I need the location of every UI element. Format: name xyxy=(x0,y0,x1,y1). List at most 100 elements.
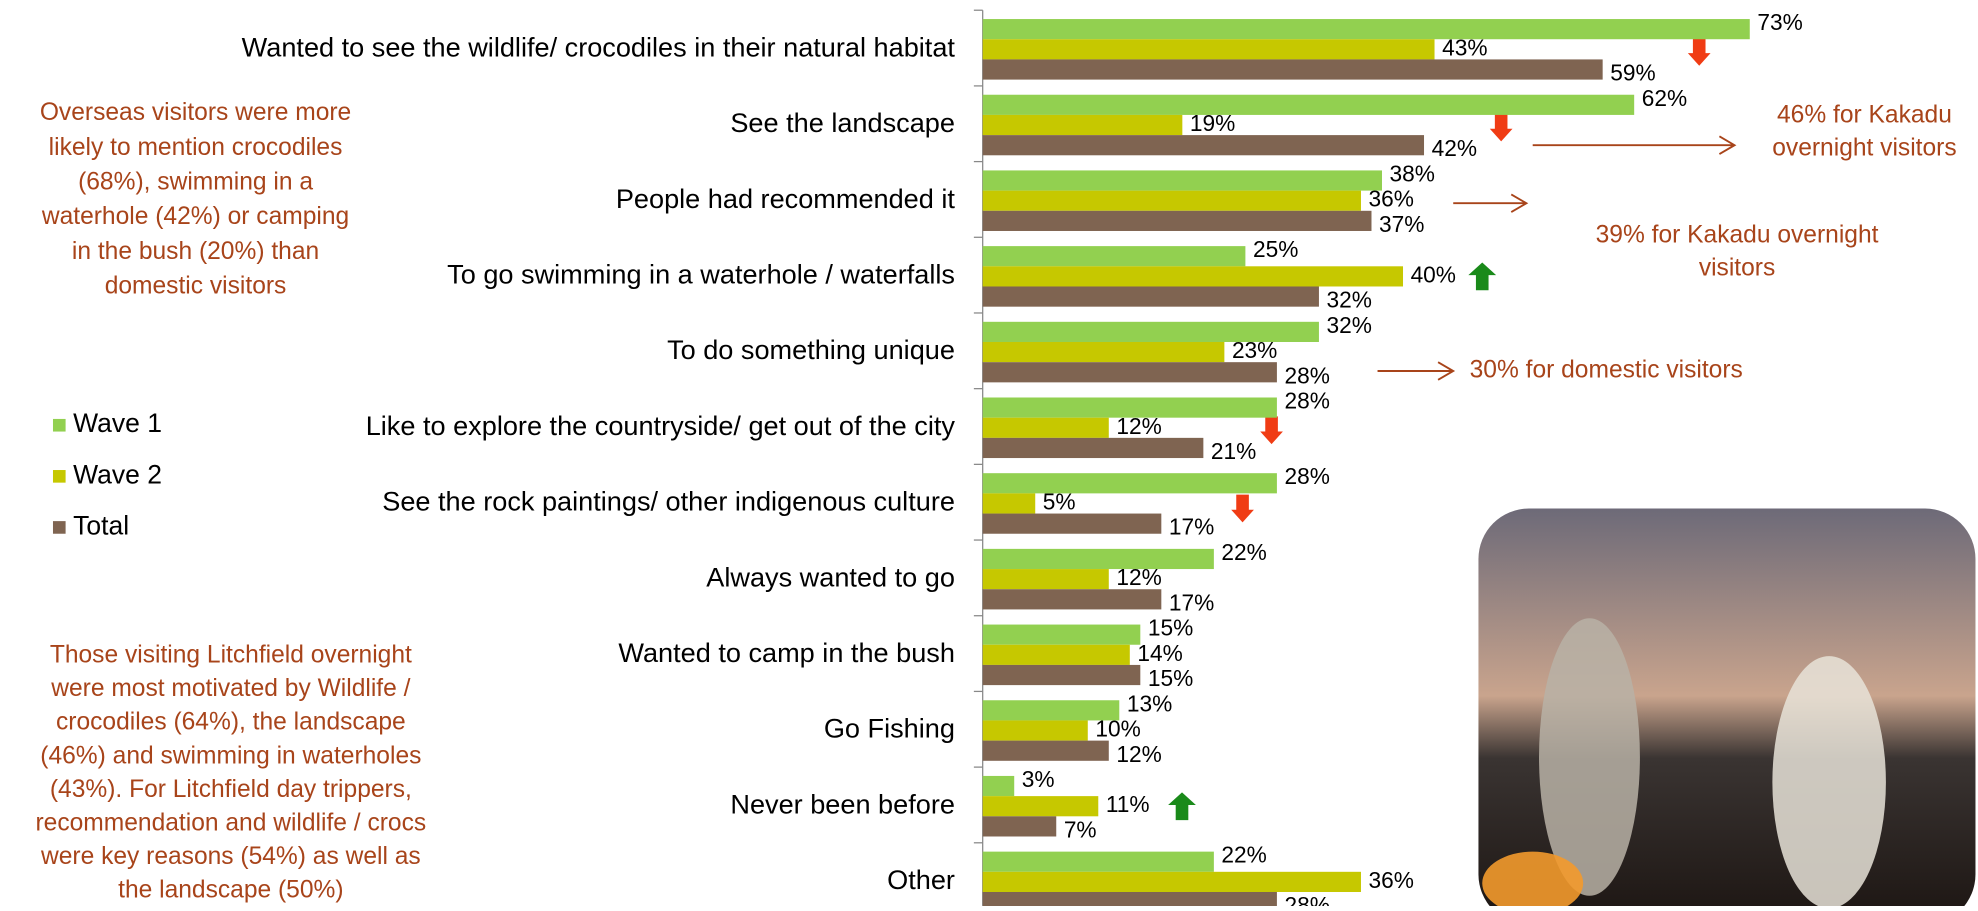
value-label: 5% xyxy=(1043,488,1076,514)
category-label: Always wanted to go xyxy=(706,561,955,592)
annotation: visitors xyxy=(1699,254,1775,281)
bar xyxy=(982,548,1214,570)
value-label: 36% xyxy=(1369,867,1414,893)
annotation: crocodiles (64%), the landscape xyxy=(56,709,406,736)
bar xyxy=(982,94,1635,115)
bar xyxy=(982,796,1099,817)
value-label: 28% xyxy=(1284,892,1329,906)
note-arrows xyxy=(1377,135,1737,381)
bar xyxy=(982,473,1277,494)
value-label: 17% xyxy=(1169,589,1214,615)
value-label: 14% xyxy=(1137,640,1182,666)
bar xyxy=(982,664,1141,686)
value-label: 12% xyxy=(1116,413,1161,439)
bar xyxy=(982,700,1120,721)
value-label: 11% xyxy=(1106,791,1150,817)
value-label: 22% xyxy=(1221,539,1266,565)
value-label: 38% xyxy=(1390,160,1435,186)
category-label: To do something unique xyxy=(667,334,955,365)
bar xyxy=(982,816,1057,837)
annotation: 39% for Kakadu overnight xyxy=(1596,222,1879,249)
annotation: waterhole (42%) or camping xyxy=(41,203,349,230)
bar xyxy=(982,437,1204,459)
category-label: People had recommended it xyxy=(616,183,956,214)
bar xyxy=(982,321,1319,342)
annotation: overnight visitors xyxy=(1772,134,1956,161)
value-label: 21% xyxy=(1211,438,1256,464)
value-label: 43% xyxy=(1442,34,1487,60)
bar xyxy=(982,210,1372,231)
value-label: 28% xyxy=(1284,388,1329,414)
value-label: 12% xyxy=(1116,741,1161,767)
bar xyxy=(982,114,1183,136)
bar xyxy=(982,59,1603,80)
value-label: 28% xyxy=(1284,463,1329,489)
bar xyxy=(982,513,1162,534)
bar xyxy=(982,720,1088,741)
bar xyxy=(982,493,1036,514)
category-label: To go swimming in a waterhole / waterfal… xyxy=(447,259,955,290)
value-label: 19% xyxy=(1190,110,1235,136)
annotation: 46% for Kakadu xyxy=(1777,102,1952,129)
legend-swatch xyxy=(52,418,66,432)
annotation: were most motivated by Wildlife / xyxy=(50,675,410,702)
annotation: were key reasons (54%) as well as xyxy=(40,843,421,870)
significance-markers xyxy=(1168,37,1711,821)
legend-label: Total xyxy=(73,510,129,540)
annotation: likely to mention crocodiles xyxy=(49,134,343,161)
value-label: 15% xyxy=(1148,665,1193,691)
bar xyxy=(982,190,1361,211)
value-label: 40% xyxy=(1411,261,1456,287)
annotation: in the bush (20%) than xyxy=(72,238,319,265)
value-label: 62% xyxy=(1642,85,1687,111)
legend-label: Wave 2 xyxy=(73,459,162,489)
photo xyxy=(1478,508,1976,911)
bar xyxy=(982,775,1015,797)
category-label: Other xyxy=(887,864,955,895)
value-label: 3% xyxy=(1022,766,1055,792)
value-label: 37% xyxy=(1379,211,1424,237)
category-label: Wanted to camp in the bush xyxy=(618,637,955,668)
value-label: 23% xyxy=(1232,337,1277,363)
value-label: 36% xyxy=(1369,186,1414,212)
bar xyxy=(982,740,1109,761)
value-label: 7% xyxy=(1064,816,1097,842)
category-label: Never been before xyxy=(730,788,955,819)
value-label: 17% xyxy=(1169,514,1214,540)
annotation: domestic visitors xyxy=(105,273,287,300)
bar xyxy=(982,266,1404,287)
category-label: See the landscape xyxy=(730,107,955,138)
category-label: Go Fishing xyxy=(824,713,955,744)
bar xyxy=(982,397,1277,418)
value-label: 59% xyxy=(1610,60,1655,86)
value-label: 73% xyxy=(1757,9,1802,35)
bar xyxy=(982,569,1109,590)
annotation: 30% for domestic visitors xyxy=(1470,357,1743,384)
annotation: the landscape (50%) xyxy=(118,876,343,903)
bar xyxy=(982,624,1141,645)
bar xyxy=(982,170,1382,191)
value-label: 42% xyxy=(1432,135,1477,161)
value-label: 25% xyxy=(1253,236,1298,262)
bar xyxy=(982,851,1214,872)
legend-swatch xyxy=(52,521,66,534)
category-label: See the rock paintings/ other indigenous… xyxy=(382,486,955,517)
annotation: (68%), swimming in a xyxy=(78,169,313,196)
bar xyxy=(982,341,1225,363)
annotation: recommendation and wildlife / crocs xyxy=(35,809,426,836)
legend-label: Wave 1 xyxy=(73,408,162,438)
value-label: 13% xyxy=(1127,690,1172,716)
bar xyxy=(982,417,1109,438)
category-label: Like to explore the countryside/ get out… xyxy=(366,410,956,441)
value-label: 32% xyxy=(1327,287,1372,313)
bar xyxy=(982,589,1162,610)
legend-swatch xyxy=(52,470,66,483)
category-label: Wanted to see the wildlife/ crocodiles i… xyxy=(242,31,956,62)
value-label: 15% xyxy=(1148,615,1193,641)
bar xyxy=(982,286,1319,307)
annotation: Overseas visitors were more xyxy=(40,99,351,126)
value-label: 28% xyxy=(1284,362,1329,388)
bar xyxy=(982,891,1277,911)
bar xyxy=(982,19,1750,40)
